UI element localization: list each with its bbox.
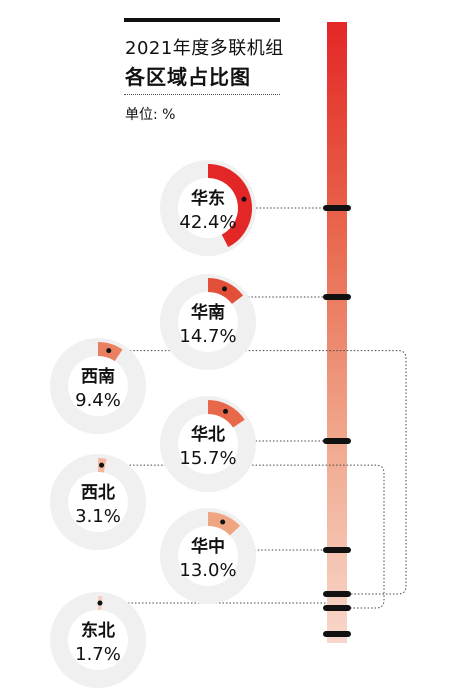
bar-tick: [323, 205, 351, 211]
bar-tick: [323, 438, 351, 444]
donut-5: 西北 3.1%: [50, 454, 146, 550]
unit-label: 单位: %: [125, 107, 176, 123]
donut-hole: [178, 292, 238, 352]
chart-subtitle: 各区域占比图: [125, 65, 251, 89]
chart-title: 2021年度多联机组: [125, 38, 284, 59]
connector-dot: [220, 519, 226, 525]
value-label: 13.0%: [179, 560, 236, 581]
value-label: 3.1%: [75, 506, 121, 527]
bar-tick: [323, 294, 351, 300]
bar-tick: [323, 605, 351, 611]
donut-hole: [178, 414, 238, 474]
connector-line: [108, 350, 407, 595]
value-label: 42.4%: [179, 212, 236, 233]
donut-hole: [68, 610, 128, 670]
category-label: 华东: [191, 188, 225, 209]
bar-tick: [323, 631, 351, 637]
connector-dot: [223, 408, 229, 414]
value-label: 9.4%: [75, 390, 121, 411]
category-label: 东北: [81, 620, 115, 641]
donut-hole: [68, 356, 128, 416]
connector-dot: [106, 348, 112, 354]
bar-tick: [323, 547, 351, 553]
connector-dot: [221, 286, 227, 292]
donut-hole: [178, 178, 238, 238]
donut-6: 华中 13.0%: [160, 508, 256, 604]
connector-line: [243, 199, 327, 209]
category-label: 华中: [191, 536, 225, 557]
value-label: 1.7%: [75, 644, 121, 665]
header-dotted-rule: [124, 94, 280, 95]
connector-dot: [97, 600, 103, 606]
category-label: 西南: [81, 366, 115, 387]
donut-1: 华东 42.4%: [160, 160, 256, 256]
donut-3: 西南 9.4%: [50, 338, 146, 434]
donut-2: 华南 14.7%: [160, 274, 256, 370]
donut-hole: [68, 472, 128, 532]
connector-line: [101, 464, 385, 609]
donut-hole: [178, 526, 238, 586]
category-label: 华北: [191, 424, 225, 445]
value-label: 15.7%: [179, 448, 236, 469]
connector-dot: [99, 462, 105, 468]
donut-4: 华北 15.7%: [160, 396, 256, 492]
bar-tick: [323, 591, 351, 597]
category-label: 华南: [191, 302, 225, 323]
donut-7: 东北 1.7%: [50, 592, 146, 688]
header-top-rule: [124, 18, 280, 22]
share-bar: [327, 22, 347, 643]
connector-dot: [241, 196, 247, 202]
category-label: 西北: [81, 483, 115, 503]
value-label: 14.7%: [179, 326, 236, 347]
